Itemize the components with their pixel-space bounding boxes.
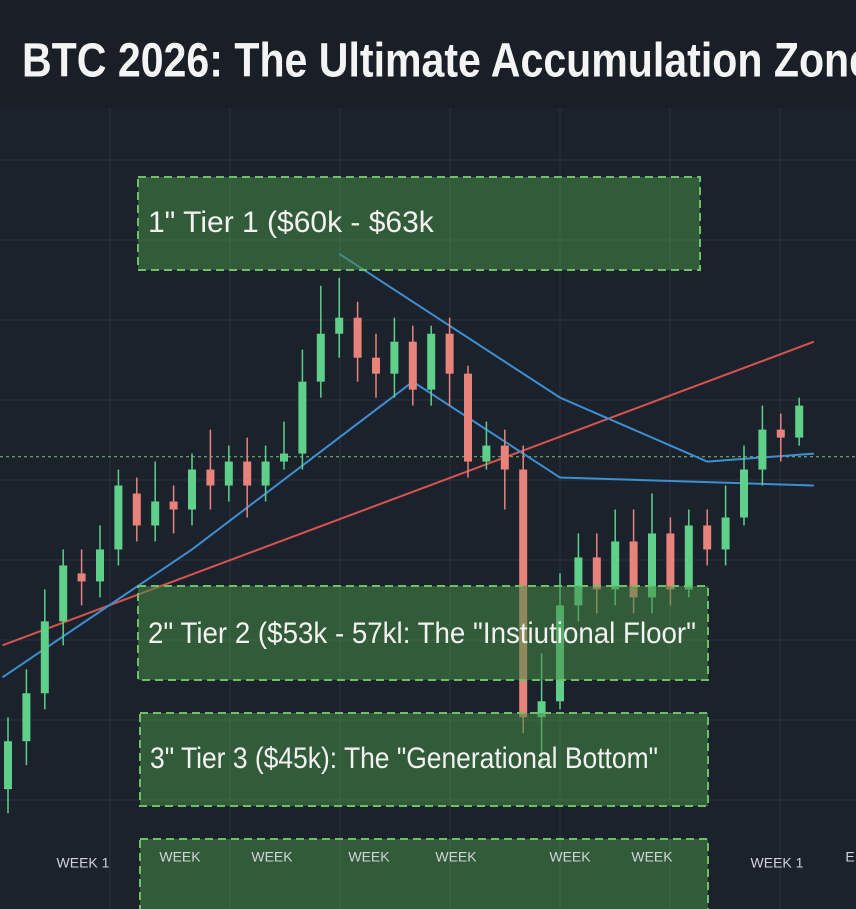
candle-body [169,501,178,510]
candle-body [592,557,601,590]
candle-body [372,357,380,374]
candle-body [224,461,233,486]
candle-body [795,405,804,438]
tier-boxes [137,176,709,909]
x-label: WEEK [251,849,293,865]
candle-body [151,501,160,526]
x-label: WEEK [348,849,390,865]
candle-body [77,573,86,582]
annotation: 3" Tier 3 ($45k): The "Generational Bott… [150,742,658,775]
candle-body [537,701,546,718]
candle-body [721,517,730,550]
candle-body [703,525,712,550]
candle-body [776,429,785,438]
candle-body [758,429,767,470]
candle-body [188,469,196,510]
candle-body [132,493,141,526]
candle-body [335,317,344,334]
x-label: WEEK [549,849,591,865]
x-label: WEEK [631,849,673,865]
candle-body [206,469,215,486]
candle-body [482,445,491,462]
x-label: WEEK 1 [751,855,804,871]
candle-body [427,333,436,390]
annotation: 2" Tier 2 ($53k - 57kl: The "Instiutiona… [148,617,696,650]
annotation: 1" Tier 1 ($60k - $63k [148,206,435,239]
candle-body [59,565,68,622]
candle-body [666,533,675,590]
title-bar [0,0,856,108]
candle-body [40,621,49,694]
candle-body [611,541,620,590]
candle-body [408,341,417,390]
x-label: WEEK [159,849,201,865]
chart-title: BTC 2026: The Ultimate Accumulation Zone [22,35,856,88]
candle-body [574,557,583,606]
candle-body [4,741,12,790]
candle-body [464,373,472,462]
candle-body [629,541,638,598]
candle-body [243,461,252,486]
candle-body [316,333,325,382]
candle-body [261,461,270,486]
x-labels: WEEK 1 WEEK WEEK WEEK WEEK WEEK WEEK WEEK 1 E [57,849,855,871]
x-label: E [845,849,854,865]
candle-body [114,485,123,550]
candle-body [353,317,362,358]
candle-body [684,525,693,590]
candle-body [445,333,454,374]
candle-body [96,549,104,582]
candle-body [500,445,509,470]
candle-body [390,341,399,374]
x-label: WEEK 1 [57,855,110,871]
candle-body [648,533,656,598]
x-label: WEEK [435,849,477,865]
candle-body [740,469,748,518]
candle-body [298,381,307,454]
candle-body [280,453,288,462]
candle-body [22,693,31,742]
